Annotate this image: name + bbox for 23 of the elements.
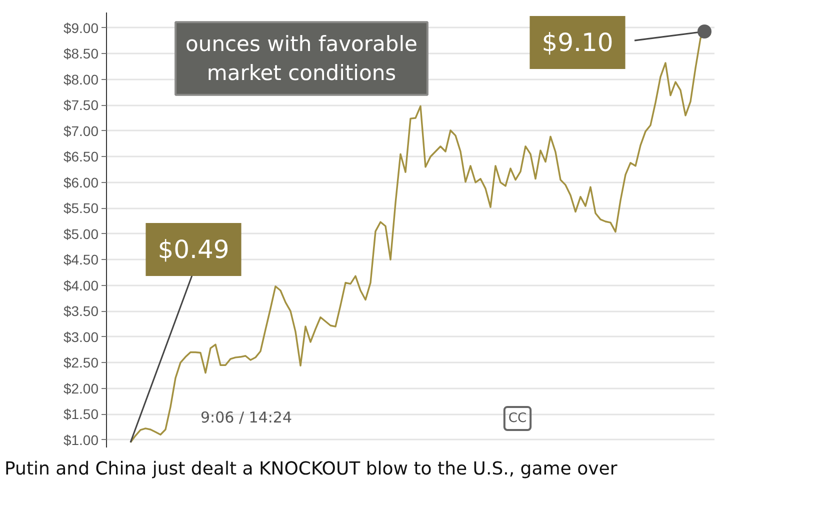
y-tick-label: $2.00 xyxy=(63,380,99,396)
annotation: 9:06 / 14:24 xyxy=(200,408,292,426)
annotation: $9.10 xyxy=(542,28,614,57)
y-tick-label: $5.00 xyxy=(63,226,99,242)
y-tick-label: $5.50 xyxy=(63,200,99,216)
y-tick-label: $7.50 xyxy=(63,97,99,114)
y-tick-label: $4.00 xyxy=(63,277,99,294)
y-tick-label: $6.50 xyxy=(63,148,99,165)
y-tick-label: $4.50 xyxy=(63,252,99,268)
annotation: CC xyxy=(508,411,527,426)
annotation: ounces with favorable market conditions xyxy=(186,32,418,85)
y-tick-label: $9.00 xyxy=(63,20,99,36)
annotation: $0.49 xyxy=(158,235,230,264)
y-tick-label: $8.00 xyxy=(63,71,99,88)
y-tick-label: $6.00 xyxy=(63,174,99,190)
y-tick-label: $1.00 xyxy=(63,432,99,448)
y-tick-label: $1.50 xyxy=(63,406,99,422)
y-tick-label: $3.50 xyxy=(63,303,99,320)
y-tick-label: $8.50 xyxy=(63,46,99,62)
y-tick-label: $7.00 xyxy=(63,122,99,139)
y-tick-label: $3.00 xyxy=(63,328,99,345)
text: Putin and China just dealt a KNOCKOUT blow to the U.S., game over xyxy=(4,458,618,480)
y-tick-label: $2.50 xyxy=(63,354,99,371)
